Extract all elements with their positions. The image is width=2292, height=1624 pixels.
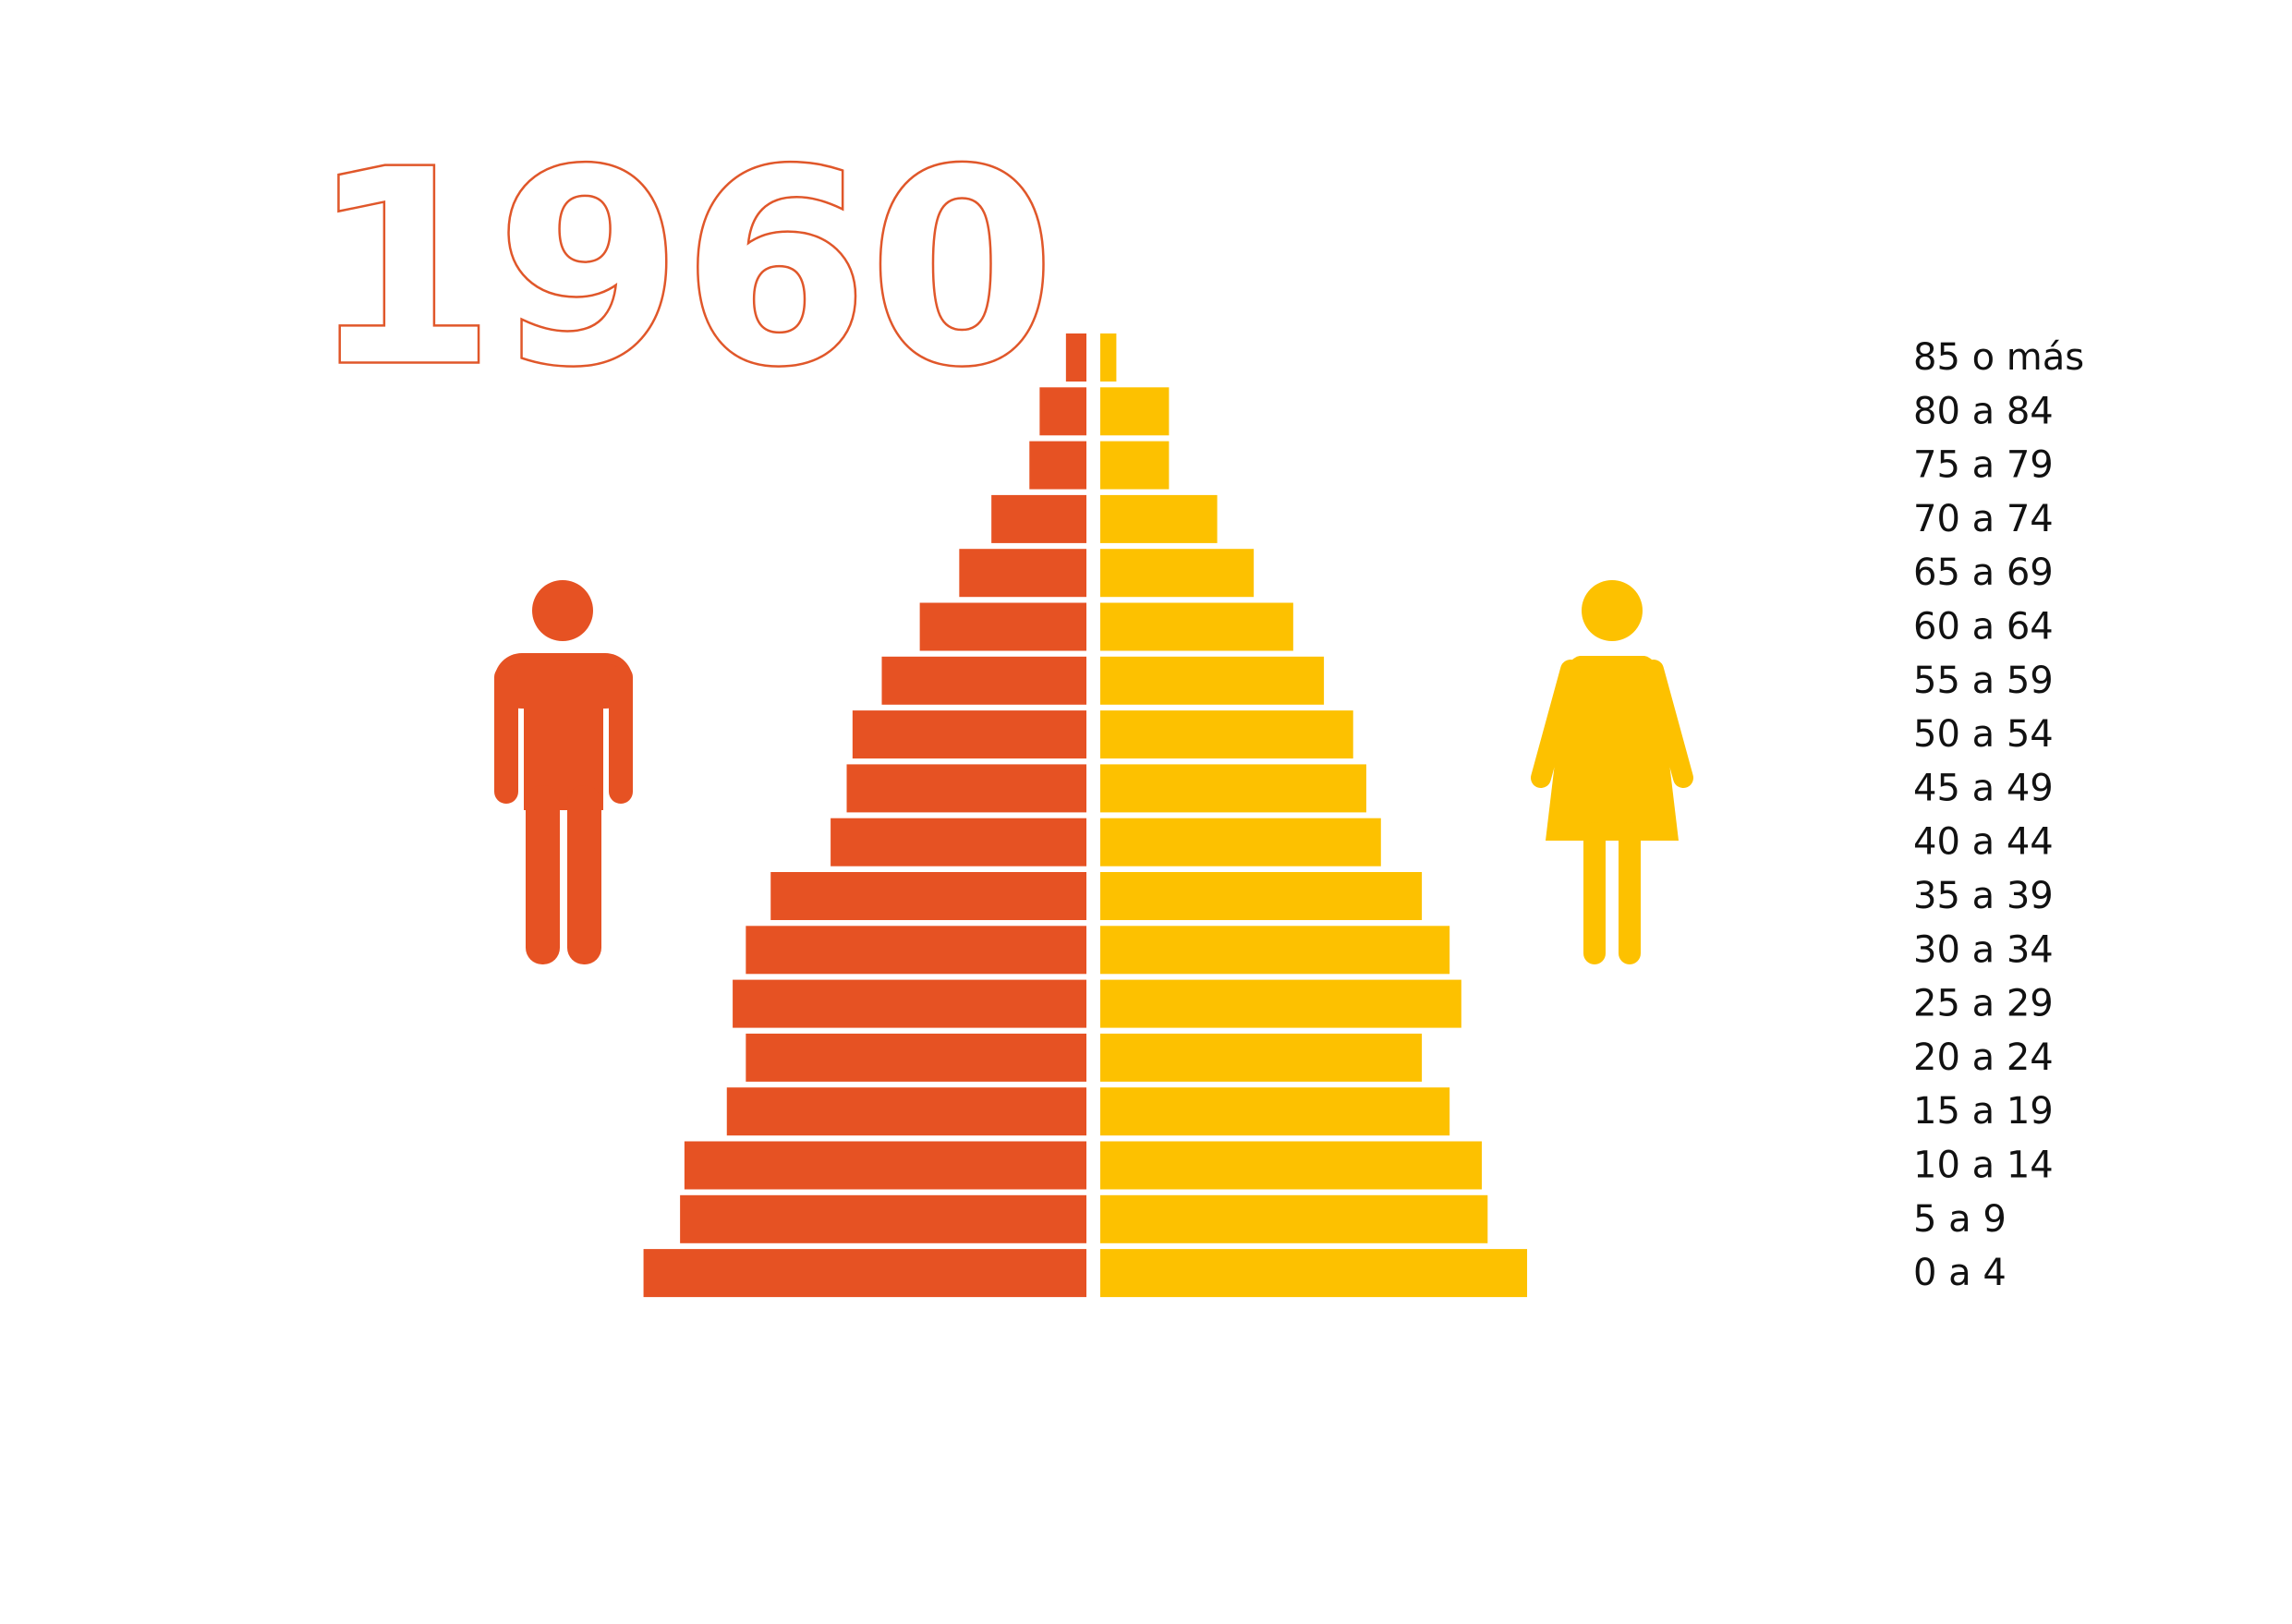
male-bar (770, 872, 1086, 920)
age-label: 10 a 14 (1913, 1145, 2054, 1187)
age-label: 40 a 44 (1913, 821, 2054, 864)
male-bar (881, 656, 1086, 705)
female-icon (1531, 580, 1693, 964)
male-bar (831, 818, 1086, 867)
age-label: 65 a 69 (1913, 551, 2054, 594)
male-bar (1029, 441, 1086, 490)
male-bar (919, 602, 1086, 651)
female-bar (1100, 602, 1293, 651)
female-bar (1100, 656, 1325, 705)
age-label: 15 a 19 (1913, 1090, 2054, 1133)
age-label: 5 a 9 (1913, 1198, 2007, 1241)
male-bar (991, 494, 1086, 543)
male-bar (852, 710, 1086, 759)
age-label: 60 a 64 (1913, 606, 2054, 648)
female-bar (1100, 1033, 1423, 1082)
female-bar (1100, 1194, 1488, 1243)
age-label: 0 a 4 (1913, 1252, 2007, 1294)
male-bar (959, 549, 1086, 598)
age-label: 80 a 84 (1913, 390, 2054, 432)
female-bar (1100, 926, 1450, 975)
male-bar (643, 1249, 1086, 1298)
age-label: 50 a 54 (1913, 713, 2054, 756)
female-bar (1100, 1141, 1482, 1190)
age-label: 30 a 34 (1913, 928, 2054, 971)
male-bar (726, 1087, 1086, 1136)
female-bar (1100, 441, 1170, 490)
female-bar (1100, 1087, 1450, 1136)
age-label: 85 o más (1913, 336, 2084, 379)
age-label: 70 a 74 (1913, 498, 2054, 540)
chart-title: 1960 (309, 114, 1055, 425)
male-bar (746, 926, 1086, 975)
female-bar (1100, 333, 1117, 382)
female-bar (1100, 710, 1353, 759)
male-bar (746, 1033, 1086, 1082)
male-bar (1065, 333, 1086, 382)
male-bar (846, 764, 1086, 813)
female-bar (1100, 494, 1218, 543)
age-label: 20 a 24 (1913, 1036, 2054, 1079)
male-bar (684, 1141, 1086, 1190)
age-label: 45 a 49 (1913, 767, 2054, 809)
female-bar (1100, 387, 1170, 436)
female-bar (1100, 979, 1461, 1028)
male-bar (733, 979, 1086, 1028)
female-bar (1100, 1249, 1528, 1298)
age-label: 75 a 79 (1913, 444, 2054, 487)
female-bar (1100, 549, 1255, 598)
male-icon (494, 580, 633, 964)
female-bar (1100, 764, 1366, 813)
male-bar (1039, 387, 1086, 436)
age-label: 25 a 29 (1913, 983, 2054, 1025)
male-bar (680, 1194, 1086, 1243)
female-bar (1100, 818, 1381, 867)
female-bar (1100, 872, 1423, 920)
age-label: 35 a 39 (1913, 875, 2054, 917)
age-label: 55 a 59 (1913, 660, 2054, 702)
